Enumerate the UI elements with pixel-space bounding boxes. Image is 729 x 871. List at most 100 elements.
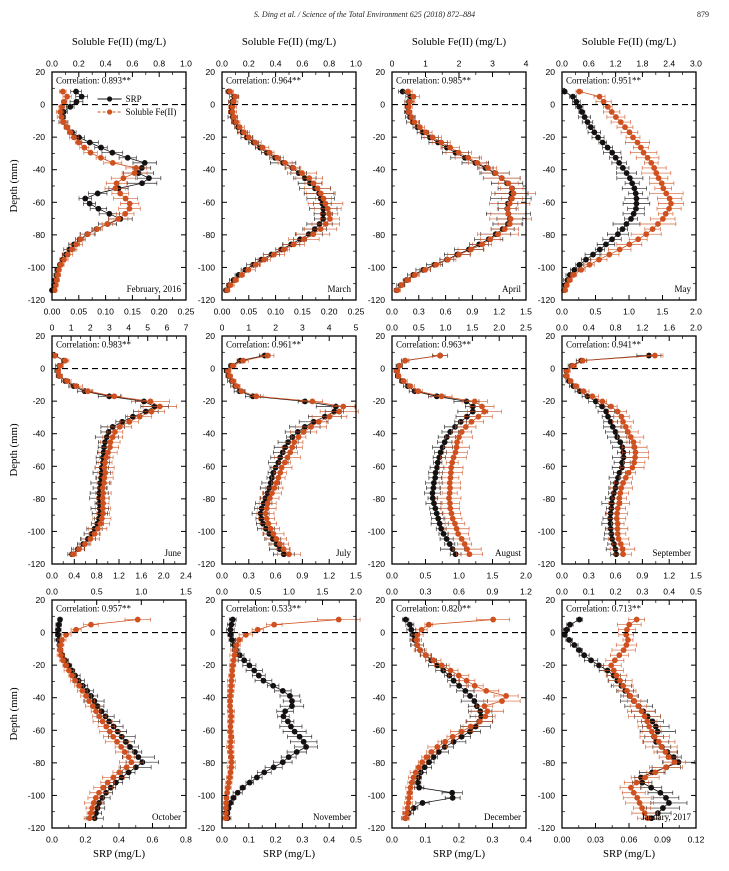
svg-text:20: 20	[35, 595, 45, 605]
svg-text:0.0: 0.0	[556, 587, 568, 597]
svg-text:-20: -20	[203, 660, 216, 670]
svg-text:1.2: 1.2	[323, 571, 335, 581]
svg-text:2: 2	[273, 323, 278, 333]
svg-text:0.1: 0.1	[243, 835, 255, 845]
svg-text:0.9: 0.9	[466, 307, 478, 317]
svg-text:-80: -80	[373, 494, 386, 504]
svg-text:0.15: 0.15	[124, 307, 141, 317]
svg-text:-40: -40	[543, 165, 556, 175]
svg-text:-100: -100	[538, 262, 555, 272]
svg-text:0.0: 0.0	[386, 307, 398, 317]
svg-text:Correlation: 0.951**: Correlation: 0.951**	[566, 76, 641, 86]
svg-text:0.0: 0.0	[386, 587, 398, 597]
svg-text:0: 0	[210, 100, 215, 110]
svg-text:0.20: 0.20	[151, 307, 168, 317]
svg-text:0.0: 0.0	[46, 587, 58, 597]
svg-text:2.0: 2.0	[690, 323, 702, 333]
svg-text:20: 20	[35, 331, 45, 341]
svg-text:0.0: 0.0	[556, 59, 568, 69]
svg-text:-100: -100	[538, 790, 555, 800]
svg-text:1: 1	[246, 323, 251, 333]
svg-text:-40: -40	[373, 693, 386, 703]
svg-text:1.8: 1.8	[636, 59, 648, 69]
svg-text:0.00: 0.00	[44, 307, 61, 317]
svg-text:1.5: 1.5	[317, 587, 329, 597]
svg-text:-100: -100	[368, 790, 385, 800]
svg-text:-80: -80	[543, 494, 556, 504]
svg-text:0.4: 0.4	[68, 571, 80, 581]
svg-text:-120: -120	[538, 295, 555, 305]
svg-text:0.09: 0.09	[654, 835, 671, 845]
svg-text:-20: -20	[33, 660, 46, 670]
svg-text:-80: -80	[543, 758, 556, 768]
svg-text:1.0: 1.0	[283, 587, 295, 597]
svg-text:Correlation: 0.961**: Correlation: 0.961**	[226, 340, 301, 350]
svg-text:1.2: 1.2	[610, 59, 622, 69]
svg-text:Correlation: 0.941**: Correlation: 0.941**	[566, 340, 641, 350]
svg-text:-100: -100	[198, 526, 215, 536]
svg-text:0.9: 0.9	[296, 571, 308, 581]
svg-text:-60: -60	[373, 197, 386, 207]
svg-text:0.8: 0.8	[91, 571, 103, 581]
svg-text:0.6: 0.6	[583, 59, 595, 69]
svg-text:-60: -60	[543, 725, 556, 735]
svg-text:0.2: 0.2	[270, 835, 282, 845]
svg-text:4: 4	[126, 323, 131, 333]
svg-text:0.1: 0.1	[583, 587, 595, 597]
svg-text:-20: -20	[33, 132, 46, 142]
svg-text:-100: -100	[198, 262, 215, 272]
svg-text:0.0: 0.0	[386, 835, 398, 845]
svg-text:0: 0	[550, 100, 555, 110]
svg-text:-60: -60	[543, 197, 556, 207]
svg-text:-80: -80	[203, 494, 216, 504]
svg-text:0.8: 0.8	[323, 59, 335, 69]
svg-text:SRP (mg/L): SRP (mg/L)	[433, 848, 485, 860]
svg-text:November: November	[313, 812, 351, 822]
svg-text:1.5: 1.5	[657, 307, 669, 317]
svg-text:0.0: 0.0	[216, 571, 228, 581]
svg-text:0.6: 0.6	[296, 59, 308, 69]
svg-text:20: 20	[545, 331, 555, 341]
svg-text:0.8: 0.8	[153, 59, 165, 69]
svg-text:-120: -120	[198, 295, 215, 305]
svg-text:Correlation: 0.964**: Correlation: 0.964**	[226, 76, 301, 86]
svg-text:-120: -120	[28, 823, 45, 833]
svg-text:0: 0	[550, 364, 555, 374]
svg-text:0.03: 0.03	[587, 835, 604, 845]
svg-text:0: 0	[210, 364, 215, 374]
svg-text:SRP (mg/L): SRP (mg/L)	[603, 848, 655, 860]
svg-text:0.8: 0.8	[180, 835, 192, 845]
svg-text:0.0: 0.0	[386, 571, 398, 581]
svg-text:-60: -60	[33, 197, 46, 207]
svg-text:-40: -40	[33, 693, 46, 703]
svg-text:-100: -100	[368, 262, 385, 272]
svg-text:1.0: 1.0	[440, 323, 452, 333]
svg-text:20: 20	[205, 67, 215, 77]
svg-text:0.5: 0.5	[250, 587, 262, 597]
svg-text:4: 4	[524, 59, 529, 69]
svg-text:-120: -120	[368, 823, 385, 833]
svg-text:September: September	[653, 548, 692, 558]
svg-text:Correlation: 0.957**: Correlation: 0.957**	[56, 604, 131, 614]
svg-text:2.0: 2.0	[493, 323, 505, 333]
svg-text:-60: -60	[33, 461, 46, 471]
svg-text:-100: -100	[28, 526, 45, 536]
svg-text:0.5: 0.5	[91, 587, 103, 597]
svg-text:0.0: 0.0	[216, 59, 228, 69]
svg-text:-60: -60	[203, 725, 216, 735]
svg-text:-120: -120	[368, 295, 385, 305]
svg-text:Soluble Fe(II) (mg/L): Soluble Fe(II) (mg/L)	[412, 36, 507, 48]
svg-text:20: 20	[375, 67, 385, 77]
svg-text:0: 0	[40, 364, 45, 374]
svg-text:20: 20	[375, 595, 385, 605]
svg-text:January, 2017: January, 2017	[641, 812, 691, 822]
svg-text:May: May	[675, 284, 692, 294]
svg-text:Correlation: 0.820**: Correlation: 0.820**	[396, 604, 471, 614]
svg-text:SRP: SRP	[126, 94, 142, 104]
svg-text:20: 20	[205, 595, 215, 605]
svg-text:-100: -100	[28, 790, 45, 800]
svg-text:SRP (mg/L): SRP (mg/L)	[93, 848, 145, 860]
svg-text:Correlation: 0.985**: Correlation: 0.985**	[396, 76, 471, 86]
svg-text:0.0: 0.0	[216, 835, 228, 845]
svg-text:0: 0	[210, 628, 215, 638]
